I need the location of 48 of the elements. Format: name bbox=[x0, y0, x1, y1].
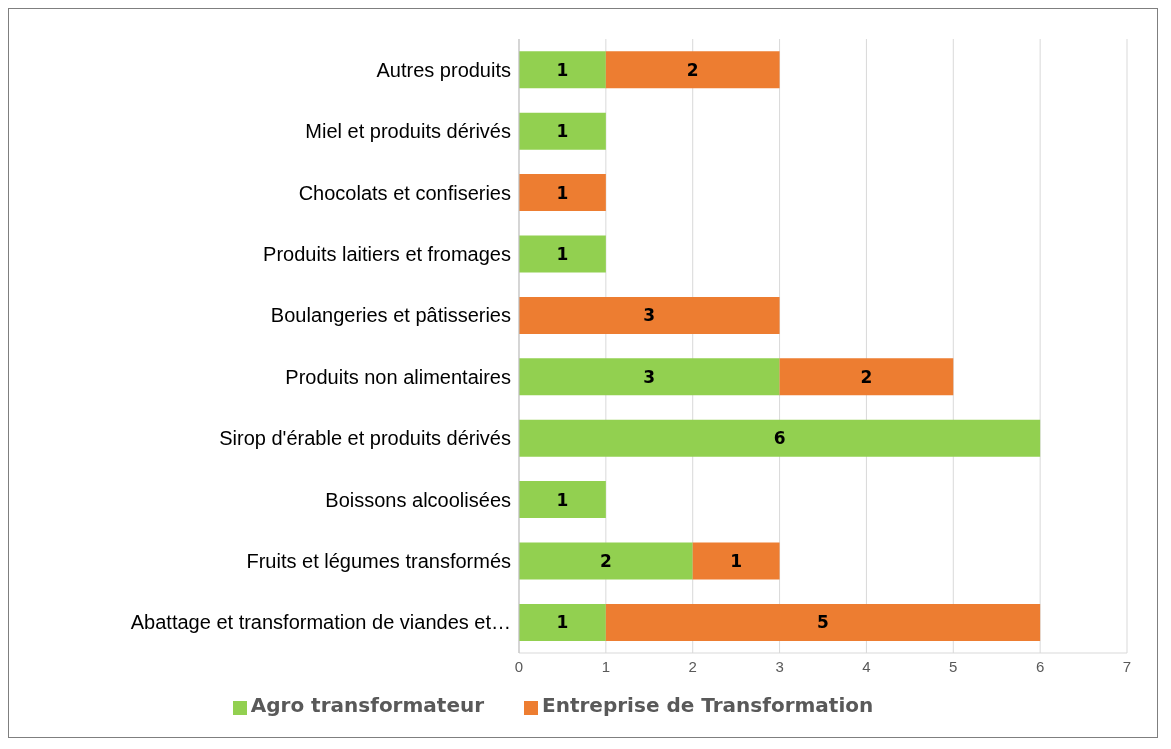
legend-label: Agro transformateur bbox=[250, 693, 485, 717]
x-tick-label: 2 bbox=[688, 657, 697, 675]
data-label: 2 bbox=[860, 366, 873, 387]
y-tick-label: Boissons alcoolisées bbox=[325, 488, 511, 511]
data-label: 1 bbox=[556, 182, 569, 203]
bar bbox=[519, 174, 606, 212]
bar bbox=[519, 419, 1041, 457]
y-tick-label: Sirop d'érable et produits dérivés bbox=[219, 427, 511, 450]
data-label: 5 bbox=[817, 612, 829, 633]
data-label: 6 bbox=[773, 428, 786, 449]
legend-label: Entreprise de Transformation bbox=[542, 693, 874, 717]
y-tick-label: Abattage et transformation de viandes et… bbox=[130, 611, 511, 634]
bar bbox=[519, 603, 606, 641]
x-tick-label: 1 bbox=[601, 657, 611, 675]
bar bbox=[692, 542, 780, 580]
x-tick-label: 0 bbox=[514, 657, 524, 675]
bar bbox=[519, 235, 606, 273]
x-tick-label: 5 bbox=[949, 657, 958, 675]
y-tick-label: Produits laitiers et fromages bbox=[263, 243, 511, 265]
data-label: 1 bbox=[556, 121, 569, 142]
bar bbox=[519, 542, 693, 580]
data-label: 1 bbox=[556, 489, 569, 510]
y-tick-label: Miel et produits dérivés bbox=[305, 120, 511, 143]
x-tick-label: 6 bbox=[1035, 657, 1045, 675]
bar bbox=[519, 112, 606, 150]
data-label: 3 bbox=[643, 366, 656, 387]
bar bbox=[519, 296, 780, 334]
x-tick-label: 7 bbox=[1122, 657, 1132, 675]
bar bbox=[605, 603, 1041, 641]
data-label: 3 bbox=[643, 305, 656, 326]
data-label: 1 bbox=[730, 551, 743, 572]
y-tick-label: Produits non alimentaires bbox=[285, 365, 511, 388]
data-label: 2 bbox=[686, 59, 699, 80]
bar bbox=[519, 481, 606, 519]
y-tick-label: Boulangeries et pâtisseries bbox=[270, 304, 511, 327]
y-tick-label: Chocolats et confiseries bbox=[298, 181, 511, 204]
x-tick-label: 3 bbox=[775, 657, 784, 675]
y-tick-label: Autres produits bbox=[376, 58, 511, 81]
bar bbox=[519, 51, 606, 89]
y-tick-label: Fruits et légumes transformés bbox=[246, 550, 511, 572]
bar bbox=[779, 358, 954, 396]
data-label: 1 bbox=[556, 612, 569, 633]
x-tick-label: 4 bbox=[862, 657, 871, 675]
data-label: 2 bbox=[599, 551, 612, 572]
bar bbox=[519, 358, 780, 396]
data-label: 1 bbox=[556, 59, 569, 80]
data-label: 1 bbox=[556, 244, 569, 265]
bar bbox=[605, 51, 780, 89]
